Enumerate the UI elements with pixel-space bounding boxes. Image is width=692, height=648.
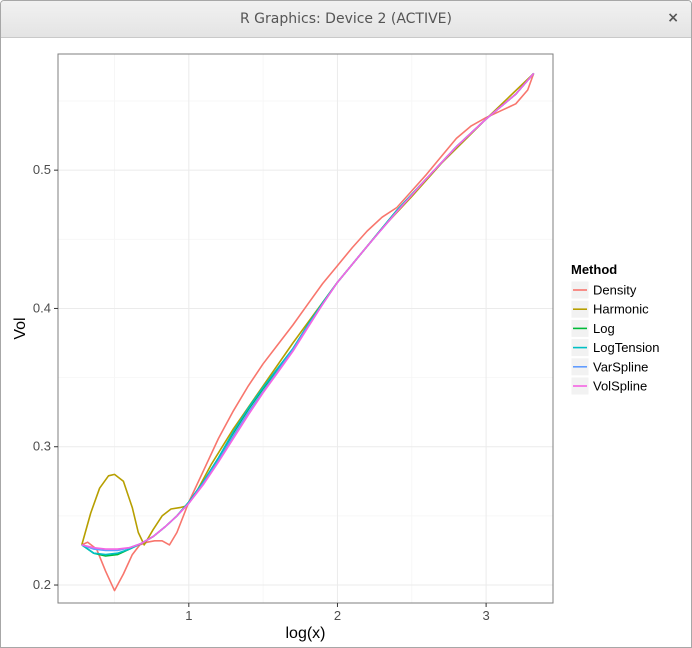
series-line-volspline <box>81 72 535 550</box>
y-tick-label: 0.5 <box>33 162 51 177</box>
series-lines <box>81 72 535 592</box>
legend: Method Density Harmonic Log LogTension VarSp… <box>570 262 660 396</box>
legend-label-log: Log <box>593 321 615 336</box>
legend-label-logtension: LogTension <box>593 340 660 355</box>
close-icon[interactable]: × <box>667 10 679 26</box>
y-tick-label: 0.2 <box>33 577 51 592</box>
y-axis-label: Vol <box>12 317 29 339</box>
x-tick-label: 3 <box>482 608 489 623</box>
legend-label-harmonic: Harmonic <box>593 302 649 317</box>
x-axis-label: log(x) <box>285 625 325 642</box>
series-line-log <box>81 72 535 557</box>
x-tick-label: 2 <box>334 608 341 623</box>
y-tick-label: 0.4 <box>33 300 51 315</box>
legend-title: Method <box>571 262 617 277</box>
title-bar[interactable]: R Graphics: Device 2 (ACTIVE) × <box>1 1 691 38</box>
series-line-density <box>81 73 535 592</box>
y-tick-label: 0.3 <box>33 439 51 454</box>
legend-label-density: Density <box>593 283 637 298</box>
plot-panel <box>57 53 554 604</box>
x-tick-label: 1 <box>185 608 192 623</box>
window-title: R Graphics: Device 2 (ACTIVE) <box>240 11 452 27</box>
chart: 1 2 3 0.2 0.3 0.4 0.5 log(x) Vol Method Densit… <box>12 53 660 642</box>
series-line-varspline <box>81 72 535 552</box>
legend-label-volspline: VolSpline <box>593 379 647 394</box>
series-line-logtension <box>81 72 535 556</box>
series-line-harmonic <box>81 72 535 546</box>
legend-label-varspline: VarSpline <box>593 359 648 374</box>
axis-ticks: 1 2 3 0.2 0.3 0.4 0.5 <box>33 162 490 623</box>
